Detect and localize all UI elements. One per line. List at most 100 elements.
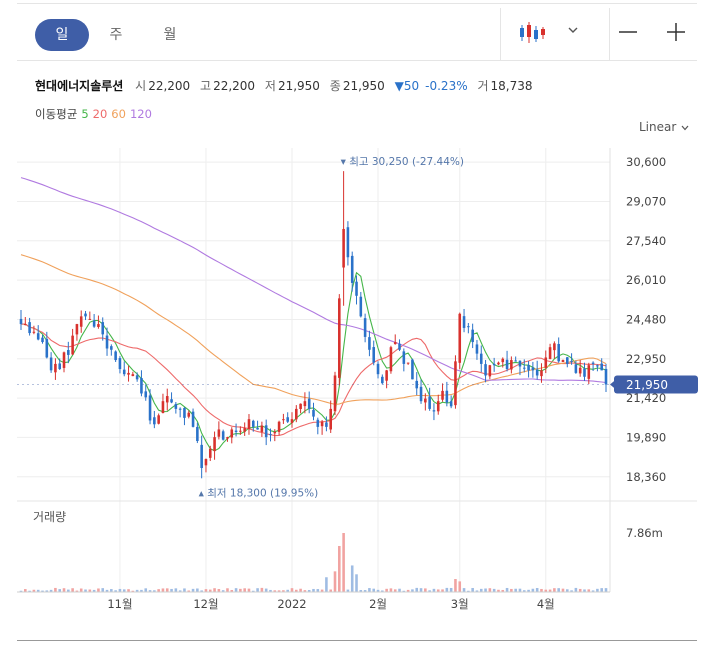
candle-body [419, 386, 423, 402]
candle-body [230, 429, 234, 438]
chevron-down-icon [681, 125, 689, 130]
volume-bar [355, 574, 358, 592]
volume-bar [200, 590, 203, 592]
candle-body [213, 437, 216, 452]
volume-bar [269, 589, 272, 592]
candle-body [101, 322, 105, 335]
period-monthly-button[interactable]: 월 [163, 27, 177, 43]
volume-bar [71, 588, 74, 592]
candle-body [204, 459, 208, 466]
volume-bar [277, 590, 281, 592]
volume-bar [118, 588, 122, 592]
candle-body [333, 375, 337, 412]
candlestick-icon[interactable] [518, 21, 546, 45]
price-tick-label: 27,540 [626, 234, 666, 248]
candle-body [492, 363, 496, 366]
volume-bar [67, 589, 70, 592]
scale-selector[interactable]: Linear [639, 120, 690, 134]
change-percent: -0.23% [425, 79, 468, 93]
low-label: 저 [264, 79, 276, 93]
candle-body [389, 347, 393, 372]
volume-bar [467, 590, 470, 592]
volume-bar [376, 589, 380, 592]
candle-body [127, 372, 130, 375]
candle-body [153, 417, 156, 425]
candle-body [501, 358, 505, 363]
candle-body [574, 364, 578, 373]
volume-bar [45, 590, 49, 592]
candle-body [191, 411, 195, 427]
candle-body [587, 365, 591, 379]
candle-body [346, 227, 350, 258]
candle-body [505, 359, 509, 370]
volume-bar [346, 589, 350, 592]
candle-body [131, 374, 135, 377]
plus-icon[interactable] [665, 21, 687, 43]
ma-120-line [20, 177, 607, 384]
stock-name: 현대에너지솔루션 [35, 79, 124, 93]
volume-bar [144, 588, 148, 592]
candle-body [49, 357, 53, 371]
volume-bar [41, 590, 44, 592]
candle-body [372, 347, 376, 363]
volume-bar [251, 590, 255, 592]
candle-body [428, 396, 431, 409]
volume-bar [110, 589, 113, 592]
chevron-down-icon[interactable] [566, 23, 580, 37]
volume-bar [260, 587, 264, 592]
ma-5-label: 5 [81, 107, 89, 121]
volume-value: 18,738 [490, 79, 533, 93]
price-tick-label: 21,420 [626, 391, 666, 405]
volume-bar [419, 588, 423, 592]
candle-body [290, 419, 294, 423]
candle-body [432, 410, 436, 412]
ma-legend-label: 이동평균 [35, 107, 78, 121]
volume-bar [587, 589, 591, 592]
candle-body [462, 316, 466, 328]
volume-bar [217, 589, 221, 592]
volume-bar [24, 589, 27, 592]
candle-body [359, 296, 363, 317]
candle-body [342, 228, 345, 268]
open-label: 시 [135, 79, 147, 93]
candle-body [385, 370, 388, 381]
volume-bar [471, 587, 474, 592]
volume-bar [286, 589, 289, 592]
volume-bar [333, 571, 337, 592]
volume-bar [454, 579, 457, 592]
minus-icon[interactable] [617, 21, 639, 43]
volume-bar [535, 588, 539, 592]
time-tick-label: 11월 [107, 597, 132, 611]
volume-bar [510, 588, 513, 592]
price-chart[interactable]: 30,600 29,070 27,540 26,010 24,480 22,950 21,4… [0, 140, 713, 640]
volume-bar [312, 588, 315, 592]
candle-body [436, 401, 440, 412]
candle-body [398, 343, 401, 350]
price-tick-label: 30,600 [626, 155, 666, 169]
volume-bar [359, 590, 363, 592]
volume-bar [368, 588, 371, 592]
volume-bar [411, 589, 414, 592]
candle-body [458, 313, 462, 363]
volume-bar [273, 590, 277, 592]
volume-bar [49, 589, 53, 592]
current-price-tag [614, 375, 698, 394]
candle-body [28, 322, 31, 334]
volume-bar [105, 589, 109, 592]
volume-bar [389, 588, 393, 592]
volume-bar [256, 588, 259, 592]
volume-bar [157, 589, 160, 592]
volume-bar [282, 590, 285, 592]
candle-body [174, 404, 178, 409]
volume-bar [591, 590, 595, 592]
candle-body [251, 420, 255, 427]
volume-bar [264, 588, 268, 592]
volume-bar [325, 577, 328, 592]
period-weekly-button[interactable]: 주 [109, 27, 123, 43]
candle-body [144, 391, 148, 398]
period-daily-button[interactable]: 일 [35, 19, 89, 51]
candle-body [256, 427, 259, 430]
price-tick-label: 18,360 [626, 470, 666, 484]
candle-body [45, 338, 49, 358]
candle-body [269, 434, 272, 436]
